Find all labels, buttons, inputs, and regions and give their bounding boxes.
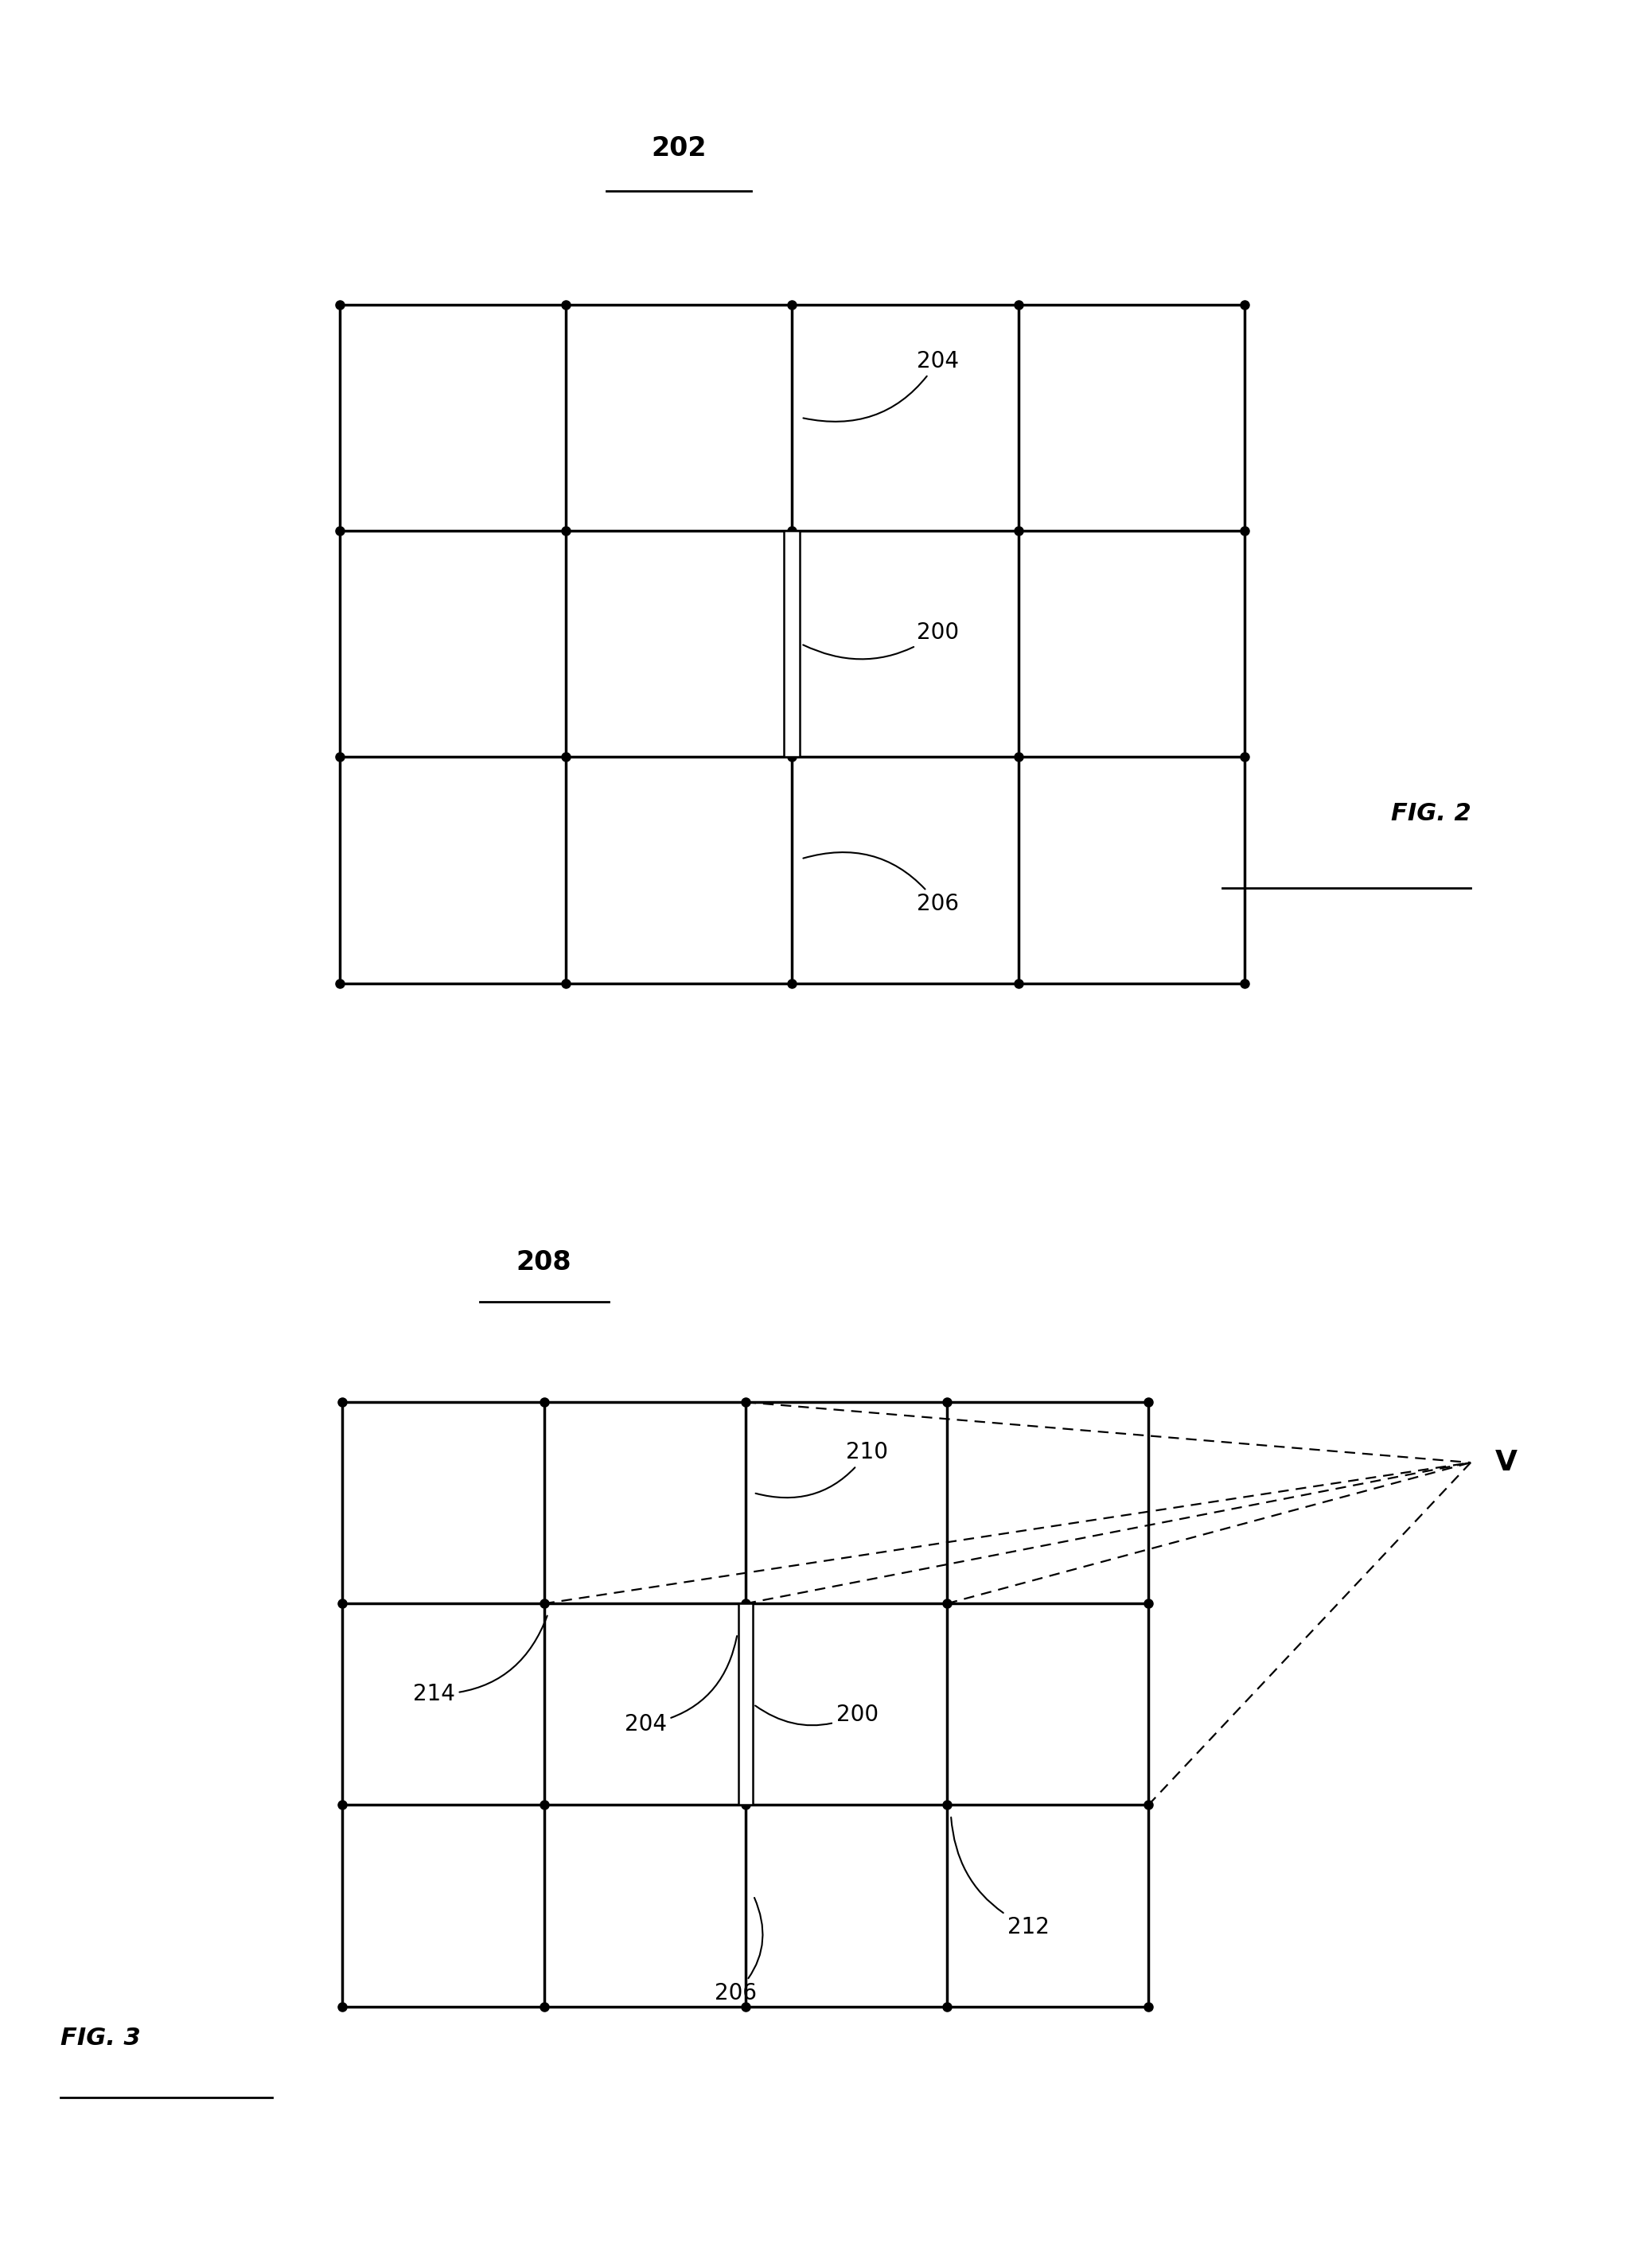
Text: 210: 210: [755, 1441, 889, 1498]
Text: 204: 204: [624, 1636, 737, 1735]
Text: 212: 212: [952, 1816, 1049, 1938]
Text: 206: 206: [803, 852, 958, 915]
Bar: [738, 1604, 752, 1805]
Text: FIG. 2: FIG. 2: [1391, 802, 1470, 825]
Text: V: V: [1495, 1448, 1517, 1475]
Text: 204: 204: [803, 350, 958, 422]
Text: FIG. 3: FIG. 3: [61, 2026, 140, 2049]
Text: 202: 202: [651, 136, 707, 163]
Text: 206: 206: [714, 1898, 763, 2004]
Bar: [785, 531, 800, 757]
Text: 200: 200: [755, 1703, 879, 1726]
Text: 208: 208: [515, 1249, 572, 1276]
Text: 200: 200: [803, 621, 958, 660]
Text: 214: 214: [413, 1615, 547, 1706]
